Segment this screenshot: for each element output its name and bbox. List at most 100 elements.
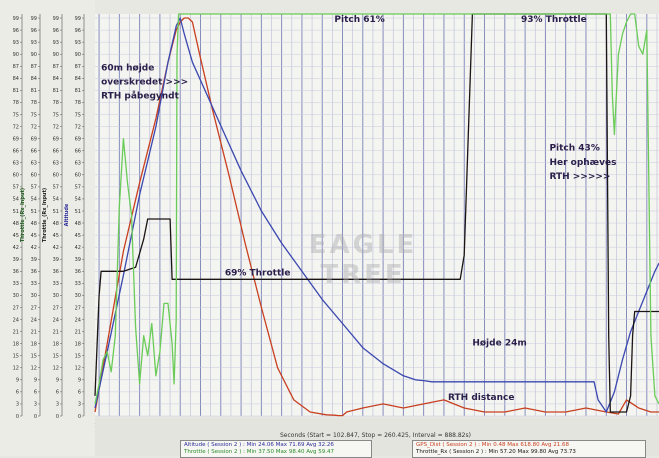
- y-tick-label: 72: [13, 124, 19, 130]
- y-tick-label: 99: [31, 16, 37, 22]
- legend-entry: Throttle ( Session 2 ) : Min 37.50 Max 9…: [184, 449, 334, 455]
- y-tick-label: 96: [53, 28, 59, 34]
- series-line: [94, 13, 659, 405]
- y-tick-label: 66: [13, 148, 19, 154]
- legend-entry: Altitude ( Session 2 ) : Min 24.06 Max 7…: [184, 442, 334, 448]
- y-tick-label: 27: [75, 305, 81, 311]
- y-tick-label: 42: [53, 245, 59, 251]
- y-tick-label: 90: [13, 52, 19, 58]
- y-tick-label: 84: [13, 76, 19, 82]
- y-tick-label: 99: [13, 16, 19, 22]
- y-tick-label: 24: [75, 317, 81, 323]
- y-tick-label: 87: [13, 64, 19, 70]
- y-tick-label: 9: [78, 378, 81, 384]
- y-tick-label: 9: [16, 378, 19, 384]
- y-tick-label: 39: [31, 257, 37, 263]
- y-tick-label: 30: [53, 293, 59, 299]
- y-tick-label: 51: [31, 209, 37, 215]
- y-tick-label: 6: [16, 390, 19, 396]
- left-axis-panel: [0, 0, 95, 456]
- y-tick-label: 78: [13, 100, 19, 106]
- y-tick-label: 72: [53, 124, 59, 130]
- annotation-label: 60m højde: [101, 63, 154, 73]
- y-tick-label: 6: [34, 390, 37, 396]
- plot-background: [95, 14, 659, 416]
- y-tick-label: 54: [31, 197, 37, 203]
- y-tick-label: 87: [53, 64, 59, 70]
- y-tick-label: 72: [75, 124, 81, 130]
- y-tick-label: 60: [31, 173, 37, 179]
- y-axis-label: Altitude: [64, 203, 70, 226]
- y-tick-label: 18: [75, 341, 81, 347]
- y-tick-label: 9: [34, 378, 37, 384]
- y-tick-label: 18: [13, 341, 19, 347]
- y-tick-label: 39: [13, 257, 19, 263]
- y-tick-label: 6: [56, 390, 59, 396]
- y-tick-label: 39: [53, 257, 59, 263]
- y-tick-label: 57: [13, 185, 19, 191]
- y-tick-label: 75: [53, 112, 59, 118]
- y-tick-label: 24: [53, 317, 59, 323]
- y-tick-label: 81: [53, 88, 59, 94]
- y-tick-label: 69: [75, 136, 81, 142]
- y-tick-label: 99: [75, 16, 81, 22]
- y-tick-label: 48: [75, 221, 81, 227]
- y-tick-label: 81: [13, 88, 19, 94]
- y-tick-label: 36: [13, 269, 19, 275]
- y-tick-label: 12: [75, 366, 81, 372]
- x-axis-caption: Seconds (Start = 102.847, Stop = 260.425…: [280, 432, 471, 439]
- y-tick-label: 42: [13, 245, 19, 251]
- y-tick-label: 87: [75, 64, 81, 70]
- y-tick-label: 30: [31, 293, 37, 299]
- y-tick-label: 48: [13, 221, 19, 227]
- y-tick-label: 12: [53, 366, 59, 372]
- y-tick-label: 66: [75, 148, 81, 154]
- y-tick-label: 63: [13, 161, 19, 167]
- y-tick-label: 45: [75, 233, 81, 239]
- y-tick-label: 51: [53, 209, 59, 215]
- y-tick-label: 45: [13, 233, 19, 239]
- y-tick-label: 81: [31, 88, 37, 94]
- y-tick-label: 54: [75, 197, 81, 203]
- grid: [95, 14, 659, 417]
- y-tick-label: 27: [53, 305, 59, 311]
- y-tick-label: 63: [31, 161, 37, 167]
- y-tick-label: 0: [56, 414, 59, 420]
- y-tick-label: 48: [31, 221, 37, 227]
- series-line: [94, 17, 659, 417]
- y-tick-label: 24: [13, 317, 19, 323]
- y-tick-label: 81: [75, 88, 81, 94]
- y-tick-label: 33: [13, 281, 19, 287]
- y-tick-label: 33: [53, 281, 59, 287]
- series-line: [94, 17, 659, 413]
- annotation-label: RTH påbegyndt: [101, 90, 180, 101]
- y-tick-label: 78: [31, 100, 37, 106]
- y-tick-label: 78: [75, 100, 81, 106]
- y-tick-label: 3: [56, 402, 59, 408]
- y-tick-label: 60: [53, 173, 59, 179]
- y-axis-label: Throttle_(Rx_Input): [20, 188, 26, 242]
- y-tick-label: 96: [13, 28, 19, 34]
- annotation-label: 93% Throttle: [521, 15, 587, 25]
- y-tick-label: 84: [31, 76, 37, 82]
- legend-entry: GPS_Dist ( Session 2 ) : Min 0.48 Max 61…: [416, 442, 570, 448]
- y-axis-label: Throttle_(Rx_Input): [42, 188, 48, 242]
- y-tick-label: 3: [78, 402, 81, 408]
- y-tick-label: 99: [53, 16, 59, 22]
- legend-entry: Throttle_Rx ( Session 2 ) : Min 57.20 Ma…: [416, 449, 576, 455]
- y-tick-label: 18: [31, 341, 37, 347]
- y-tick-label: 42: [75, 245, 81, 251]
- y-tick-label: 75: [13, 112, 19, 118]
- y-tick-label: 90: [53, 52, 59, 58]
- y-tick-label: 15: [75, 354, 81, 360]
- y-tick-label: 21: [75, 329, 81, 335]
- y-tick-label: 0: [34, 414, 37, 420]
- y-tick-label: 21: [13, 329, 19, 335]
- y-tick-label: 0: [16, 414, 19, 420]
- y-tick-label: 3: [34, 402, 37, 408]
- y-tick-label: 66: [53, 148, 59, 154]
- y-tick-label: 54: [53, 197, 59, 203]
- y-tick-label: 15: [53, 354, 59, 360]
- annotation-label: Her ophæves: [549, 158, 616, 168]
